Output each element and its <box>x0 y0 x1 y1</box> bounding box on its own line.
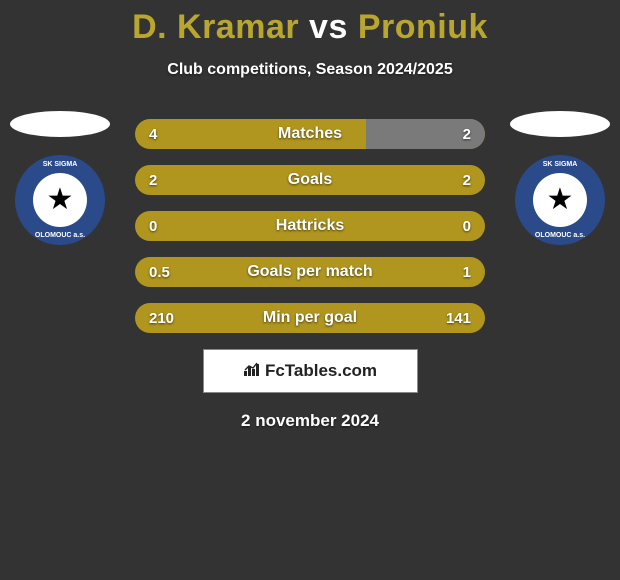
stat-row: 210 Min per goal 141 <box>135 303 485 333</box>
stat-row: 4 Matches 2 <box>135 119 485 149</box>
star-icon: ★ <box>547 185 574 215</box>
left-badge-inner: ★ <box>33 173 87 227</box>
stat-left-value: 4 <box>149 126 157 143</box>
stat-left-value: 210 <box>149 310 174 327</box>
stat-label: Goals per match <box>247 263 372 281</box>
stat-right-value: 1 <box>463 264 471 281</box>
date-text: 2 november 2024 <box>0 411 620 431</box>
left-club-column: SK SIGMA ★ OLOMOUC a.s. <box>10 111 110 245</box>
stat-label: Goals <box>288 171 332 189</box>
player2-name: Proniuk <box>358 8 488 46</box>
left-badge-text-top: SK SIGMA <box>43 161 78 168</box>
stat-right-value: 0 <box>463 218 471 235</box>
stat-label: Min per goal <box>263 309 357 327</box>
left-club-badge: SK SIGMA ★ OLOMOUC a.s. <box>15 155 105 245</box>
brand-text: FcTables.com <box>265 361 377 381</box>
content-area: SK SIGMA ★ OLOMOUC a.s. SK SIGMA ★ OLOMO… <box>0 119 620 431</box>
brand-box[interactable]: FcTables.com <box>203 349 418 393</box>
right-badge-text-bottom: OLOMOUC a.s. <box>535 232 585 239</box>
subtitle: Club competitions, Season 2024/2025 <box>0 61 620 79</box>
stat-right-value: 2 <box>463 172 471 189</box>
stat-left-value: 2 <box>149 172 157 189</box>
left-badge-text-bottom: OLOMOUC a.s. <box>35 232 85 239</box>
right-badge-text-top: SK SIGMA <box>543 161 578 168</box>
left-player-placeholder <box>10 111 110 137</box>
stat-row: 0 Hattricks 0 <box>135 211 485 241</box>
stat-left-value: 0.5 <box>149 264 170 281</box>
right-club-column: SK SIGMA ★ OLOMOUC a.s. <box>510 111 610 245</box>
comparison-title: D. Kramar vs Proniuk <box>0 0 620 47</box>
stat-label: Matches <box>278 125 342 143</box>
right-badge-inner: ★ <box>533 173 587 227</box>
player1-name: D. Kramar <box>132 8 299 46</box>
stat-right-value: 141 <box>446 310 471 327</box>
stat-row: 0.5 Goals per match 1 <box>135 257 485 287</box>
chart-icon <box>243 361 261 382</box>
stat-row: 2 Goals 2 <box>135 165 485 195</box>
right-club-badge: SK SIGMA ★ OLOMOUC a.s. <box>515 155 605 245</box>
right-player-placeholder <box>510 111 610 137</box>
stat-left-value: 0 <box>149 218 157 235</box>
stat-label: Hattricks <box>276 217 344 235</box>
stat-right-value: 2 <box>463 126 471 143</box>
vs-text: vs <box>309 8 348 46</box>
stat-bars: 4 Matches 2 2 Goals 2 0 Hattricks 0 0.5 Goals per … <box>135 119 485 333</box>
star-icon: ★ <box>47 185 74 215</box>
